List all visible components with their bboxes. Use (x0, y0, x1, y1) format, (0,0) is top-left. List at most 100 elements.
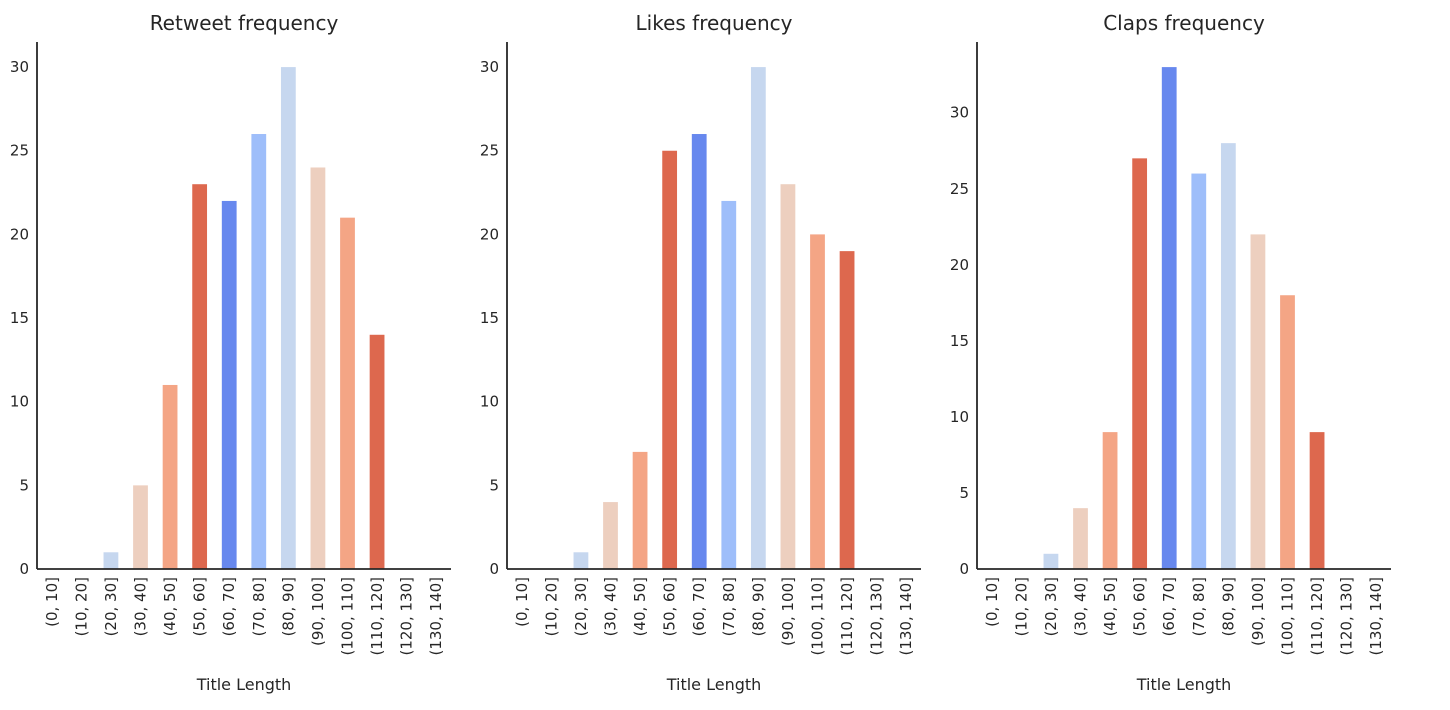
bar-10 (810, 234, 825, 569)
x-tick-label: (20, 30] (102, 577, 120, 636)
x-tick-label: (60, 70] (1160, 577, 1178, 636)
x-tick-label: (90, 100] (309, 577, 327, 646)
bar-5 (192, 184, 208, 569)
y-tick-label: 5 (19, 476, 29, 494)
bar-3 (603, 502, 618, 569)
bar-2 (1043, 553, 1059, 569)
x-tick-label: (30, 40] (1072, 577, 1090, 636)
y-tick-label: 25 (480, 142, 499, 160)
retweet-chart-panel: Retweet frequency Title Length 0 5 10 15 20 2… (10, 11, 451, 694)
x-tick-label: (20, 30] (572, 577, 590, 636)
bar-11 (369, 334, 385, 569)
bar-4 (632, 451, 648, 569)
x-tick-label: (20, 30] (1042, 577, 1060, 636)
x-tick-label: (10, 20] (1012, 577, 1030, 636)
bar-2 (573, 552, 589, 569)
x-tick-label: (60, 70] (690, 577, 708, 636)
x-tick-label: (110, 120] (1308, 577, 1326, 656)
x-tick-label: (90, 100] (1249, 577, 1267, 646)
chart-title: Claps frequency (1103, 11, 1265, 35)
bar-10 (1280, 295, 1295, 569)
bar-11 (839, 251, 855, 569)
y-tick-label: 20 (480, 225, 499, 243)
x-tick-label: (10, 20] (542, 577, 560, 636)
bar-8 (1220, 143, 1236, 569)
x-tick-group: (0, 10] (10, 20] (20, 30] (30, 40] (40, 50] (… (513, 577, 915, 656)
x-tick-label: (130, 140] (897, 577, 915, 656)
claps-chart-panel: Claps frequency Title Length 0 5 10 15 20 25 3… (950, 11, 1391, 694)
bar-group (1043, 67, 1325, 570)
bar-9 (310, 167, 326, 569)
bar-7 (251, 134, 267, 569)
x-tick-label: (10, 20] (72, 577, 90, 636)
y-tick-group: 0 5 10 15 20 25 30 (950, 104, 969, 578)
y-tick-label: 30 (10, 58, 29, 76)
y-tick-label: 30 (480, 58, 499, 76)
bar-6 (691, 134, 707, 569)
x-tick-label: (120, 130] (398, 577, 416, 656)
bar-7 (1191, 173, 1207, 570)
x-tick-label: (120, 130] (868, 577, 886, 656)
x-tick-label: (40, 50] (161, 577, 179, 636)
x-tick-label: (100, 110] (809, 577, 827, 656)
y-tick-label: 10 (10, 393, 29, 411)
x-tick-label: (30, 40] (602, 577, 620, 636)
y-tick-label: 15 (950, 332, 969, 350)
x-tick-label: (80, 90] (279, 577, 297, 636)
y-tick-label: 30 (950, 104, 969, 122)
y-tick-label: 25 (950, 180, 969, 198)
x-tick-label: (80, 90] (749, 577, 767, 636)
y-tick-label: 0 (19, 560, 29, 578)
x-tick-group: (0, 10] (10, 20] (20, 30] (30, 40] (40, 50] (… (983, 577, 1385, 656)
x-tick-label: (70, 80] (1190, 577, 1208, 636)
x-tick-label: (70, 80] (250, 577, 268, 636)
x-axis-label: Title Length (196, 675, 292, 694)
y-tick-group: 0 5 10 15 20 25 30 (480, 58, 499, 578)
bar-3 (133, 485, 148, 569)
bar-9 (780, 184, 796, 569)
y-tick-label: 20 (10, 225, 29, 243)
y-tick-label: 5 (959, 484, 969, 502)
x-tick-label: (60, 70] (220, 577, 238, 636)
bar-11 (1309, 432, 1325, 569)
x-tick-label: (100, 110] (339, 577, 357, 656)
x-tick-label: (0, 10] (983, 577, 1001, 627)
bar-group (573, 67, 855, 569)
bar-2 (103, 552, 119, 569)
x-tick-label: (80, 90] (1219, 577, 1237, 636)
bar-8 (280, 67, 296, 569)
bar-4 (1102, 432, 1118, 569)
bar-6 (1161, 67, 1177, 569)
x-tick-label: (110, 120] (368, 577, 386, 656)
bar-5 (1132, 158, 1148, 569)
y-tick-label: 10 (480, 393, 499, 411)
bar-10 (340, 217, 355, 569)
x-tick-label: (50, 60] (661, 577, 679, 636)
y-tick-label: 25 (10, 142, 29, 160)
chart-title: Likes frequency (636, 11, 793, 35)
x-tick-label: (70, 80] (720, 577, 738, 636)
bar-7 (721, 200, 737, 569)
bar-8 (750, 67, 766, 569)
bar-group (103, 67, 385, 569)
x-axis-label: Title Length (1136, 675, 1232, 694)
y-tick-label: 10 (950, 408, 969, 426)
y-tick-label: 15 (10, 309, 29, 327)
x-tick-label: (0, 10] (513, 577, 531, 627)
likes-chart-panel: Likes frequency Title Length 0 5 10 15 20 25 3… (480, 11, 921, 694)
bar-5 (662, 150, 678, 569)
x-tick-label: (30, 40] (132, 577, 150, 636)
x-tick-label: (110, 120] (838, 577, 856, 656)
x-tick-label: (130, 140] (1367, 577, 1385, 656)
y-tick-label: 0 (489, 560, 499, 578)
y-tick-label: 20 (950, 256, 969, 274)
x-tick-label: (0, 10] (43, 577, 61, 627)
y-tick-group: 0 5 10 15 20 25 30 (10, 58, 29, 578)
x-tick-label: (50, 60] (1131, 577, 1149, 636)
chart-title: Retweet frequency (150, 11, 339, 35)
x-tick-label: (90, 100] (779, 577, 797, 646)
bar-9 (1250, 234, 1266, 569)
x-tick-label: (100, 110] (1279, 577, 1297, 656)
x-tick-group: (0, 10] (10, 20] (20, 30] (30, 40] (40, 50] (… (43, 577, 445, 656)
